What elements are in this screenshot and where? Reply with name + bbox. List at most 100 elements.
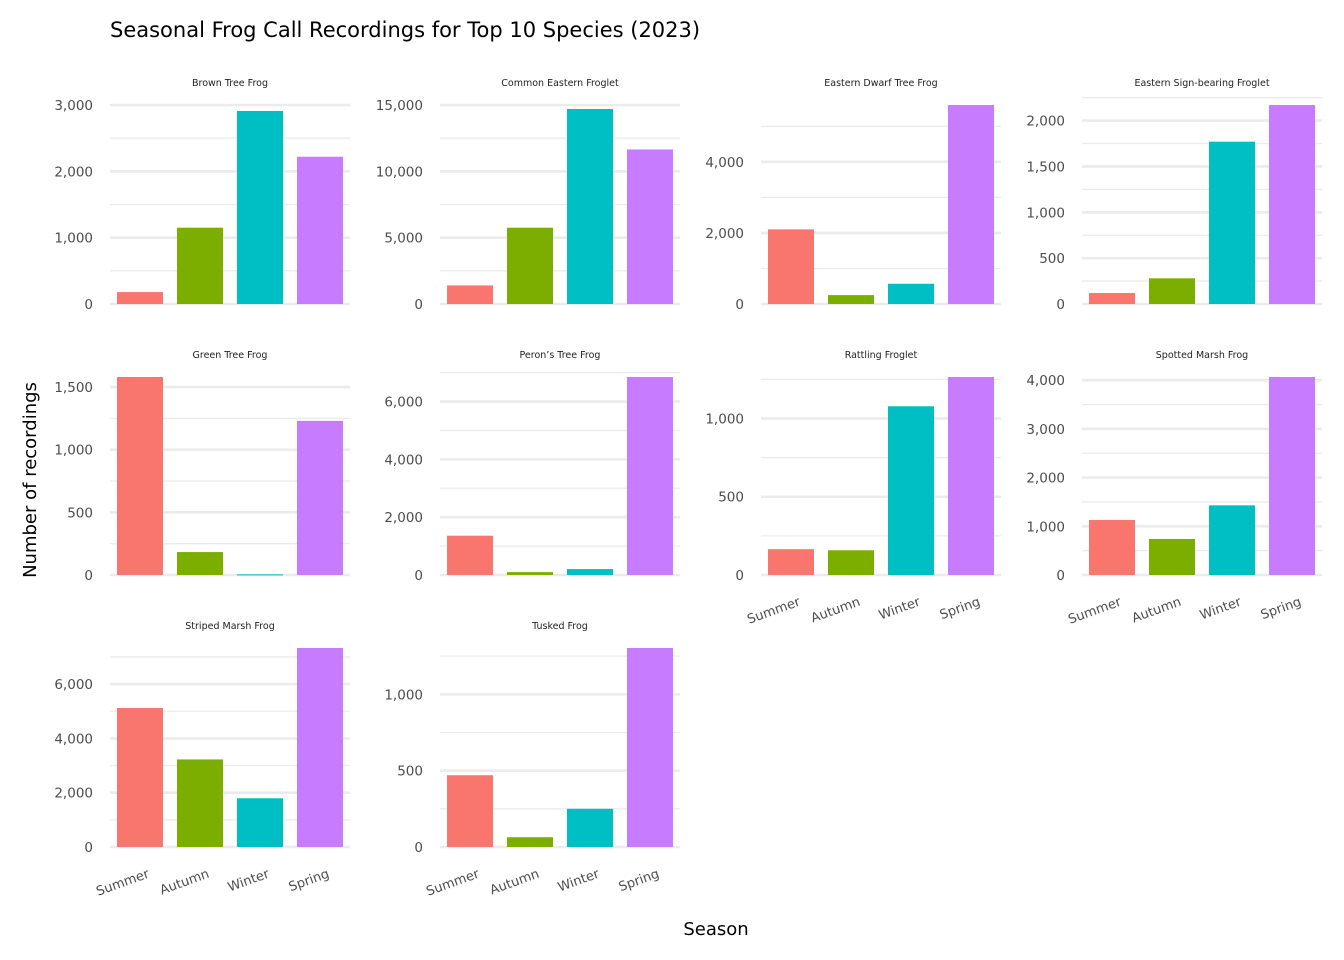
bar-spring [1269,377,1315,575]
y-tick-label: 1,000 [705,411,744,427]
y-tick-label: 1,000 [1026,205,1065,221]
bar-autumn [177,552,223,575]
facet-title: Eastern Dwarf Tree Frog [824,78,937,89]
y-tick-label: 10,000 [376,164,423,180]
bar-summer [117,707,163,847]
facet-eastern-dwarf-tree-frog: Eastern Dwarf Tree Frog 0 2,000 4,000 [705,78,1001,313]
y-tick-label: 2,000 [1026,471,1065,487]
y-tick-label: 2,000 [705,226,744,242]
y-tick-label: 0 [84,568,93,584]
bar-autumn [1149,278,1195,304]
y-axis-title: Number of recordings [20,382,41,578]
bar-spring [948,105,994,304]
bar-summer [447,535,493,575]
bar-winter [237,574,283,576]
facet-rattling-froglet: Rattling Froglet 0 500 1,000 Summer Autumn Win… [705,350,1001,628]
x-tick-label: Summer [745,594,803,627]
x-tick-label: Autumn [488,867,541,899]
facet-title: Striped Marsh Frog [185,621,274,632]
y-tick-label: 1,000 [384,687,423,703]
bar-spring [1269,105,1315,304]
facet-title: Spotted Marsh Frog [1156,350,1248,361]
bar-summer [447,775,493,847]
bar-summer [117,292,163,304]
y-tick-label: 1,000 [54,231,93,247]
y-tick-label: 0 [84,297,93,313]
y-tick-label: 3,000 [1026,422,1065,438]
y-tick-label: 5,000 [384,231,423,247]
y-tick-label: 4,000 [705,155,744,171]
bar-spring [627,149,673,304]
bar-spring [627,377,673,575]
y-tick-label: 0 [84,840,93,856]
bar-winter [567,108,613,304]
y-tick-label: 3,000 [54,98,93,114]
y-tick-label: 2,000 [1026,114,1065,130]
bar-winter [1209,141,1255,304]
y-tick-label: 0 [414,840,423,856]
bar-autumn [507,572,553,575]
facet-title: Rattling Froglet [845,350,918,361]
x-tick-label: Spring [1259,595,1304,623]
bar-spring [948,377,994,575]
facet-title: Common Eastern Froglet [501,78,619,89]
y-tick-label: 1,000 [54,443,93,459]
facet-green-tree-frog: Green Tree Frog 0 500 1,000 1,500 [54,350,350,584]
y-tick-label: 2,000 [54,164,93,180]
facet-common-eastern-froglet: Common Eastern Froglet 0 5,000 10,000 15,000 [376,78,680,313]
x-tick-label: Autumn [1130,595,1183,627]
y-tick-label: 0 [1056,297,1065,313]
facet-spotted-marsh-frog: Spotted Marsh Frog 0 1,000 2,000 3,000 4,000 S… [1026,350,1322,628]
bar-autumn [507,227,553,304]
y-tick-label: 500 [718,490,744,506]
x-tick-label: Autumn [809,595,862,627]
x-tick-label: Winter [1198,594,1244,623]
y-tick-label: 4,000 [1026,373,1065,389]
x-tick-label: Winter [877,594,923,623]
x-tick-label: Autumn [158,867,211,899]
y-tick-label: 4,000 [54,731,93,747]
bar-winter [1209,505,1255,575]
x-tick-label: Winter [226,866,272,895]
y-tick-label: 2,000 [384,510,423,526]
bar-summer [1089,519,1135,575]
bar-spring [297,648,343,847]
facet-panels: Brown Tree Frog 0 1,000 2,000 3,000 Common Ea… [54,78,1322,900]
y-tick-label: 0 [414,568,423,584]
bar-winter [567,569,613,575]
x-tick-label: Summer [424,866,482,899]
facet-title: Peron’s Tree Frog [520,350,601,361]
facet-title: Eastern Sign-bearing Froglet [1134,78,1269,89]
x-tick-label: Spring [287,867,332,895]
bar-autumn [507,837,553,847]
y-tick-label: 500 [67,505,93,521]
x-tick-label: Summer [94,866,152,899]
x-axis-title: Season [683,919,748,940]
bar-winter [888,406,934,575]
bar-summer [768,229,814,304]
y-tick-label: 500 [397,764,423,780]
bar-autumn [1149,538,1195,575]
bar-autumn [177,227,223,304]
y-tick-label: 1,500 [1026,159,1065,175]
facet-title: Green Tree Frog [193,350,268,361]
y-tick-label: 6,000 [384,395,423,411]
bar-winter [567,808,613,847]
y-tick-label: 4,000 [384,452,423,468]
y-tick-label: 2,000 [54,786,93,802]
y-tick-label: 1,500 [54,380,93,396]
bar-autumn [177,759,223,847]
facet-peron-s-tree-frog: Peron’s Tree Frog 0 2,000 4,000 6,000 [384,350,680,584]
bar-winter [237,798,283,847]
y-tick-label: 0 [735,297,744,313]
bar-winter [888,283,934,304]
bar-summer [1089,292,1135,304]
y-tick-label: 500 [1039,251,1065,267]
bar-spring [297,420,343,575]
chart-title: Seasonal Frog Call Recordings for Top 10… [110,18,700,42]
facet-brown-tree-frog: Brown Tree Frog 0 1,000 2,000 3,000 [54,78,350,313]
bar-summer [447,285,493,304]
facet-title: Tusked Frog [531,621,588,632]
facet-eastern-sign-bearing-froglet: Eastern Sign-bearing Froglet 0 500 1,000 1,5… [1026,78,1322,313]
